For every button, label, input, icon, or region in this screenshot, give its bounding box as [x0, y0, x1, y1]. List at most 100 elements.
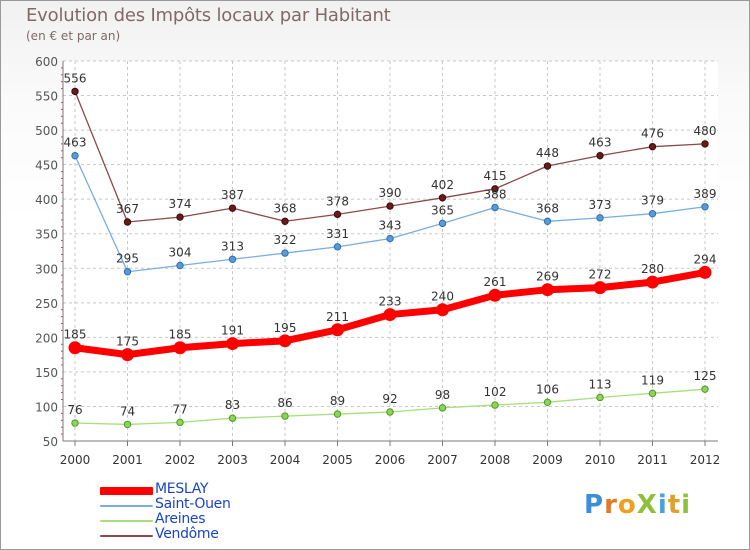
data-label: 368 [274, 201, 297, 215]
series-vendome: 556 367 374 387 368 378 390 402 415 448 463 476 480 [64, 71, 716, 226]
data-label: 373 [589, 198, 612, 212]
data-label: 113 [589, 377, 612, 391]
data-label: 269 [536, 270, 559, 284]
legend-label: Saint-Ouen [155, 496, 231, 512]
data-label: 304 [169, 246, 192, 260]
data-label: 211 [326, 310, 349, 324]
data-point [593, 281, 607, 295]
data-label: 195 [274, 321, 297, 335]
data-label: 387 [221, 188, 244, 202]
data-point [648, 142, 657, 151]
data-point [123, 218, 132, 226]
data-point [281, 412, 289, 420]
legend-swatch [100, 520, 153, 522]
data-point [701, 203, 709, 211]
data-point [596, 151, 604, 160]
data-label: 367 [116, 202, 139, 216]
data-point [438, 219, 447, 228]
data-point [333, 410, 342, 418]
data-label: 295 [116, 252, 139, 266]
y-tick-label: 400 [35, 193, 58, 207]
data-point [491, 185, 499, 193]
data-point [173, 341, 187, 355]
data-point [278, 334, 292, 348]
x-tick-label: 2001 [112, 453, 143, 467]
x-tick-label: 2011 [637, 453, 668, 467]
data-label: 77 [172, 402, 187, 416]
data-label: 368 [536, 201, 559, 215]
data-point [596, 214, 604, 222]
plot-area [63, 61, 718, 441]
data-point [386, 408, 394, 416]
data-point [71, 419, 79, 427]
data-point [176, 261, 184, 270]
x-tick-label: 2002 [165, 453, 196, 467]
y-tick-label: 250 [35, 297, 58, 311]
data-point [648, 389, 657, 398]
data-label: 390 [379, 186, 402, 200]
data-point [436, 303, 449, 317]
data-label: 331 [326, 227, 349, 241]
x-tick-label: 2008 [480, 453, 511, 467]
x-tick-label: 2009 [532, 453, 563, 467]
x-tick-label: 2007 [427, 453, 458, 467]
legend-swatch [100, 535, 153, 537]
data-point [68, 341, 82, 355]
logo-letter: i [681, 490, 692, 520]
data-point [176, 213, 184, 221]
data-label: 233 [379, 295, 402, 309]
data-point [71, 87, 79, 96]
x-tick-label: 2004 [270, 453, 301, 467]
data-point [596, 393, 604, 402]
series-areines: 76 74 77 83 86 89 92 98 102 106 113 119 125 [67, 369, 716, 429]
logo-letter: t [667, 490, 682, 520]
data-point [698, 265, 712, 279]
legend-swatch [100, 505, 153, 507]
x-tick-label: 2000 [60, 453, 91, 467]
data-label: 448 [536, 146, 559, 160]
data-point [123, 420, 132, 429]
data-label: 74 [120, 404, 135, 418]
data-label: 415 [484, 169, 507, 183]
data-label: 89 [330, 394, 345, 408]
data-point [176, 418, 184, 427]
x-tick-label: 2003 [217, 453, 248, 467]
data-label: 378 [326, 194, 349, 208]
data-label: 402 [431, 178, 454, 192]
data-label: 106 [536, 382, 559, 396]
data-label: 261 [484, 275, 507, 289]
data-point [333, 243, 342, 251]
data-label: 86 [277, 396, 292, 410]
data-point [228, 204, 237, 212]
data-label: 280 [641, 262, 664, 276]
data-label: 185 [169, 328, 192, 342]
data-label: 476 [641, 127, 664, 141]
proxiti-logo: ProXiti [584, 490, 691, 520]
data-point [331, 323, 344, 337]
data-point [701, 140, 709, 148]
data-point [386, 234, 394, 243]
y-tick-label: 600 [35, 55, 58, 69]
data-point [226, 337, 239, 351]
data-point [386, 202, 394, 210]
data-label: 463 [64, 136, 87, 150]
legend-label: Vendôme [155, 526, 219, 542]
data-label: 240 [431, 290, 454, 304]
data-point [333, 210, 342, 219]
data-label: 92 [382, 392, 397, 406]
data-label: 322 [274, 233, 297, 247]
data-point [541, 283, 554, 297]
x-tick-label: 2006 [375, 453, 406, 467]
y-tick-label: 300 [35, 262, 58, 276]
data-label: 119 [641, 373, 664, 387]
data-point [228, 414, 237, 422]
logo-letter: X [636, 490, 658, 520]
data-point [228, 255, 237, 263]
y-tick-label: 350 [35, 228, 58, 242]
data-point [383, 308, 397, 322]
data-label: 379 [641, 194, 664, 208]
series-meslay: 185 175 185 191 195 211 233 240 261 269 272 280 294 [64, 252, 716, 362]
data-label: 102 [484, 385, 507, 399]
y-tick-label: 100 [35, 400, 58, 414]
